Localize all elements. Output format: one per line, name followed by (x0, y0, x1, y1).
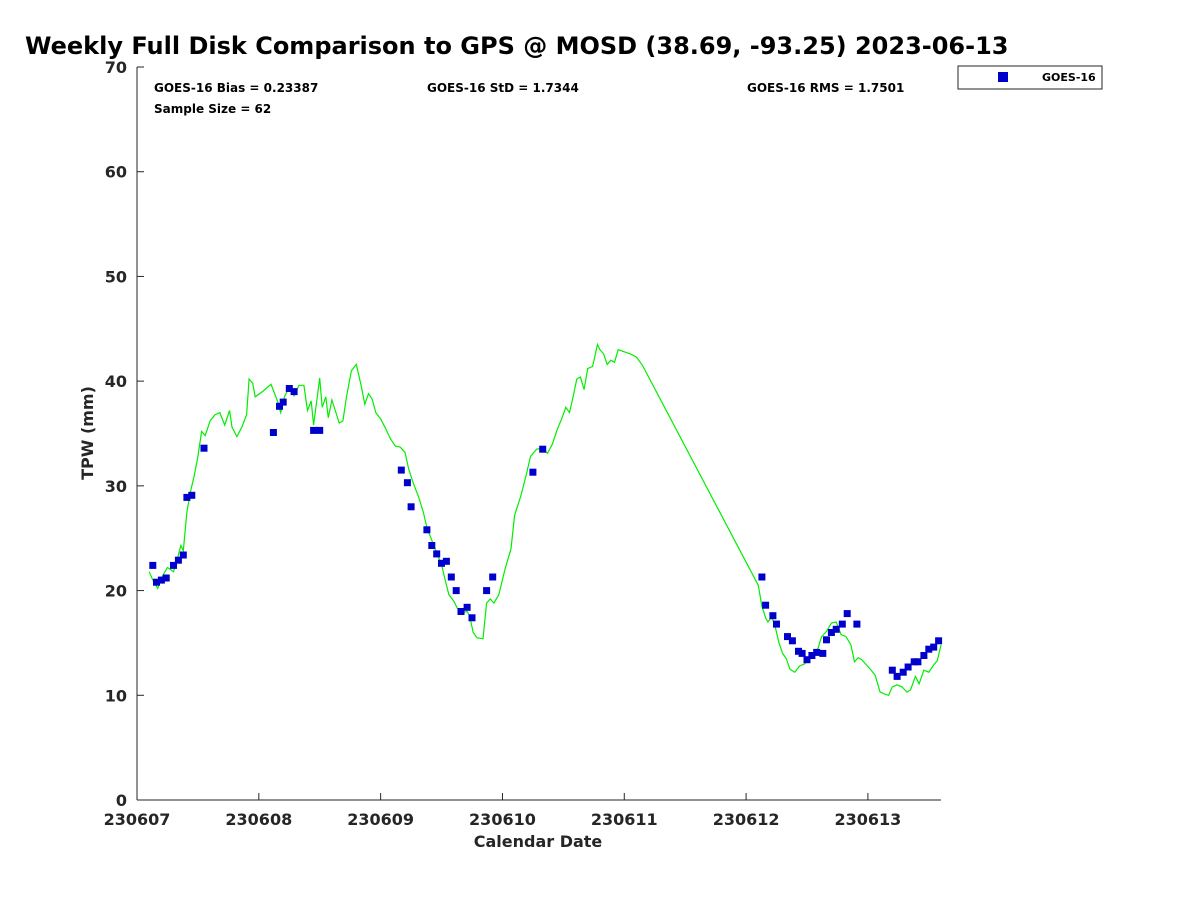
plot-background (137, 67, 941, 800)
goes-16-point (795, 647, 802, 655)
x-ticks: 230607 230608 230609 230610 230611 230612 2306… (104, 793, 902, 829)
goes-16-point (183, 493, 191, 501)
goes-16-point (316, 426, 324, 434)
goes-16-point (403, 479, 411, 487)
y-tick-label: 50 (105, 267, 127, 286)
goes-16-point (843, 610, 851, 618)
goes-16-point (276, 402, 283, 410)
goes-16-point (170, 561, 177, 569)
goes-16-point (290, 388, 298, 396)
goes-16-point (769, 612, 777, 620)
legend-box (957, 65, 1103, 90)
goes-16-point (819, 649, 827, 657)
goes-16-point (457, 608, 465, 615)
goes-16-point (813, 648, 821, 656)
y-tick-label: 40 (105, 372, 127, 391)
goes-16-point (893, 672, 901, 680)
stat-std: GOES-16 StD = 1.7344 (427, 81, 579, 95)
goes-16-point (925, 645, 933, 653)
goes-16-point (179, 551, 187, 559)
goes-16-point (539, 445, 547, 453)
goes-16-point (904, 663, 912, 671)
goes-16-point (452, 587, 460, 595)
x-tick-label: 230612 (713, 810, 780, 829)
goes-16-point (773, 620, 780, 628)
legend: GOES-16 (957, 65, 1103, 90)
goes-16-point (279, 398, 287, 406)
goes-16-point (149, 561, 157, 569)
goes-16-point (762, 601, 770, 609)
goes-16-point (428, 542, 436, 549)
goes-16-point (827, 629, 835, 636)
y-tick-label: 60 (105, 163, 127, 182)
y-tick-label: 0 (116, 791, 127, 810)
goes-16-point (920, 652, 928, 659)
goes-16-point (808, 652, 816, 659)
goes-16-point (438, 559, 445, 567)
goes-16-point (162, 574, 170, 582)
stat-sample-size: Sample Size = 62 (154, 102, 271, 116)
goes-16-point (188, 491, 196, 499)
goes-16-point (930, 643, 938, 651)
x-tick-label: 230613 (835, 810, 902, 829)
y-tick-label: 10 (105, 686, 127, 705)
goes-16-point (285, 385, 293, 392)
x-axis-label: Calendar Date (474, 832, 603, 851)
plot-area: 230607 230608 230609 230610 230611 230612 2306… (104, 58, 943, 829)
stat-bias: GOES-16 Bias = 0.23387 (154, 81, 318, 95)
goes-16-point (888, 666, 896, 674)
x-tick-label: 230609 (347, 810, 414, 829)
goes-16-point (174, 556, 182, 564)
stat-rms: GOES-16 RMS = 1.7501 (747, 81, 904, 95)
y-axis-label: TPW (mm) (78, 386, 97, 480)
goes-16-point (910, 658, 918, 666)
goes-16-point (914, 658, 922, 666)
goes-16-point (423, 526, 431, 534)
goes-16-point (788, 637, 796, 645)
goes-16-point (433, 550, 441, 558)
x-tick-label: 230607 (104, 810, 171, 829)
gps-line (148, 342, 942, 697)
goes-16-point (463, 603, 471, 611)
y-tick-label: 30 (105, 477, 127, 496)
series-gps (148, 342, 942, 697)
x-tick-label: 230610 (469, 810, 536, 829)
chart-title: Weekly Full Disk Comparison to GPS @ MOS… (25, 32, 1008, 60)
goes-16-point (798, 649, 806, 657)
goes-16-point (803, 656, 811, 664)
goes-16-point (838, 620, 846, 628)
goes-16-point (468, 614, 476, 622)
goes-16-point (269, 429, 277, 436)
goes-16-point (397, 466, 405, 474)
y-tick-label: 20 (105, 582, 127, 601)
goes-16-point (529, 468, 537, 476)
legend-label-goes-16: GOES-16 (1042, 71, 1096, 84)
goes-16-point (823, 636, 830, 644)
goes-16-point (899, 668, 907, 676)
y-ticks: 0 10 20 30 40 50 60 70 (105, 58, 144, 810)
goes-16-point (200, 444, 208, 452)
goes-16-point (407, 503, 415, 511)
goes-16-point (784, 633, 791, 641)
goes-16-point (935, 637, 943, 645)
goes-16-point (758, 573, 766, 581)
goes-16-point (310, 426, 318, 434)
x-tick-label: 230611 (591, 810, 658, 829)
goes-16-point (442, 557, 450, 565)
y-tick-label: 70 (105, 58, 127, 77)
goes-16-point (483, 587, 491, 595)
goes-16-point (853, 620, 861, 628)
x-tick-label: 230608 (225, 810, 292, 829)
goes-16-point (153, 578, 160, 586)
goes-16-point (157, 576, 165, 584)
goes-16-point (447, 573, 455, 581)
series-goes-16 (149, 385, 943, 680)
legend-marker-goes-16 (998, 72, 1008, 82)
goes-16-point (489, 573, 497, 581)
goes-16-point (832, 625, 840, 633)
